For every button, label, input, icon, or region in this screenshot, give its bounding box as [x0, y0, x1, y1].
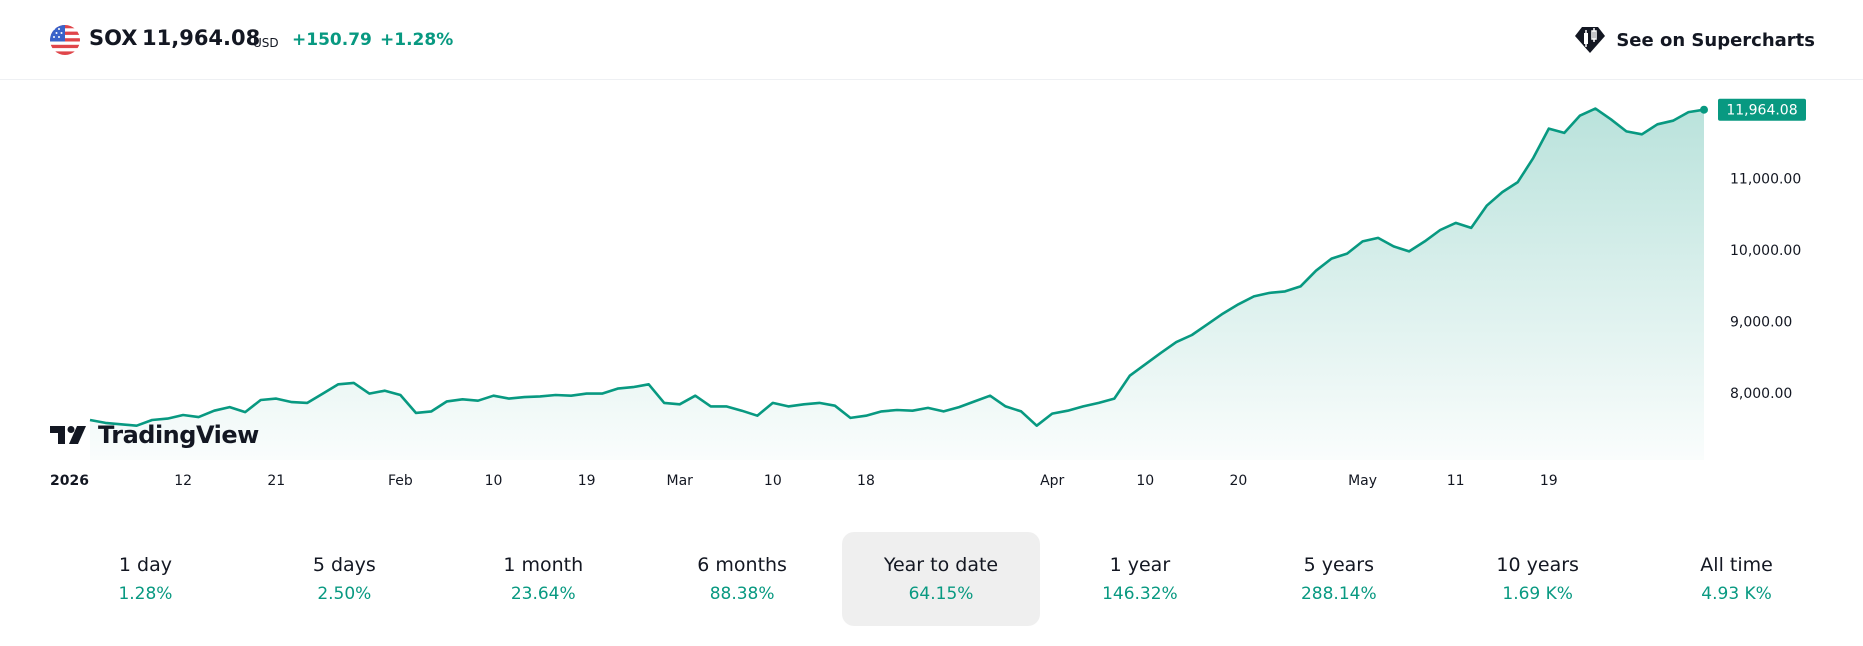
last-price: 11,964.08 — [142, 26, 261, 50]
range-button-all-time[interactable]: All time 4.93 K% — [1637, 532, 1836, 626]
range-button-10-years[interactable]: 10 years 1.69 K% — [1438, 532, 1637, 626]
price-change-percent: +1.28% — [380, 30, 454, 50]
range-return-value: 88.38% — [709, 584, 775, 604]
range-label: 5 days — [312, 554, 376, 576]
x-tick-label: 10 — [764, 473, 782, 489]
tradingview-wordmark: TradingView — [98, 421, 259, 449]
tradingview-icon — [50, 426, 86, 444]
last-price-dot — [1700, 105, 1708, 114]
supercharts-icon — [1575, 27, 1606, 53]
x-tick-label: 21 — [267, 473, 285, 489]
y-tick-label: 9,000.00 — [1730, 314, 1792, 330]
range-button-5-days[interactable]: 5 days 2.50% — [245, 532, 444, 626]
x-tick-label: Mar — [667, 473, 694, 489]
range-return-value: 146.32% — [1102, 584, 1178, 604]
range-return-value: 64.15% — [908, 584, 974, 604]
y-tick-label: 10,000.00 — [1730, 243, 1801, 259]
x-tick-label: 2026 — [50, 473, 89, 489]
x-tick-label: Feb — [388, 473, 413, 489]
range-label: All time — [1700, 554, 1773, 576]
x-tick-label: 19 — [1540, 473, 1558, 489]
range-button-1-year[interactable]: 1 year 146.32% — [1040, 532, 1239, 626]
y-tick-label: 11,000.00 — [1730, 172, 1801, 188]
svg-text:11,964.08: 11,964.08 — [1726, 103, 1797, 119]
price-change: +150.79 — [292, 30, 372, 50]
x-tick-label: 19 — [578, 473, 596, 489]
range-return-value: 2.50% — [317, 584, 372, 604]
price-chart[interactable]: 11,000.00 10,000.00 9,000.00 8,000.00 2026 1… — [0, 80, 1863, 500]
x-tick-label: 11 — [1447, 473, 1465, 489]
range-return-value: 23.64% — [510, 584, 576, 604]
range-label: 1 month — [503, 554, 584, 576]
x-tick-label: 10 — [1136, 473, 1154, 489]
symbol-name: SOX — [89, 26, 138, 50]
range-button-6-months[interactable]: 6 months 88.38% — [643, 532, 842, 626]
range-button-5-years[interactable]: 5 years 288.14% — [1239, 532, 1438, 626]
range-label: 10 years — [1496, 554, 1579, 576]
x-tick-label: Apr — [1040, 473, 1064, 489]
range-label: 5 years — [1303, 554, 1374, 576]
range-return-value: 4.93 K% — [1701, 584, 1772, 604]
range-label: Year to date — [883, 554, 999, 576]
range-label: 1 day — [118, 554, 172, 576]
x-tick-label: 10 — [485, 473, 503, 489]
supercharts-label: See on Supercharts — [1616, 29, 1815, 51]
tradingview-logo[interactable]: TradingView — [50, 421, 259, 449]
range-return-value: 1.69 K% — [1502, 584, 1573, 604]
range-button-1-month[interactable]: 1 month 23.64% — [444, 532, 643, 626]
range-return-value: 1.28% — [118, 584, 173, 604]
us-flag-icon — [50, 25, 80, 55]
range-label: 1 year — [1109, 554, 1171, 576]
range-label: 6 months — [697, 554, 787, 576]
x-tick-label: 12 — [174, 473, 192, 489]
time-range-selector: 1 day 1.28% 5 days 2.50% 1 month 23.64% 6 mont… — [46, 532, 1836, 626]
x-tick-label: 18 — [857, 473, 875, 489]
last-value-label: 11,964.08 — [1718, 98, 1806, 121]
y-axis: 11,000.00 10,000.00 9,000.00 8,000.00 — [1730, 172, 1801, 402]
price-chart-svg[interactable]: 11,000.00 10,000.00 9,000.00 8,000.00 2026 1… — [0, 80, 1863, 500]
price-line — [89, 107, 1705, 427]
price-area-fill — [90, 108, 1704, 460]
range-button-year-to-date[interactable]: Year to date 64.15% — [841, 532, 1041, 626]
x-tick-label: May — [1348, 473, 1377, 489]
y-tick-label: 8,000.00 — [1730, 386, 1792, 402]
header-bar: SOX 11,964.08 USD +150.79 +1.28% See on … — [0, 0, 1863, 80]
x-tick-label: 20 — [1230, 473, 1248, 489]
range-button-1-day[interactable]: 1 day 1.28% — [46, 532, 245, 626]
see-on-supercharts-button[interactable]: See on Supercharts — [1574, 22, 1815, 58]
x-axis: 2026 12 21 Feb 10 19 Mar 10 18 Apr 10 20 May 11 19 — [50, 473, 1558, 489]
range-return-value: 288.14% — [1300, 584, 1377, 604]
currency-code: USD — [253, 36, 279, 50]
